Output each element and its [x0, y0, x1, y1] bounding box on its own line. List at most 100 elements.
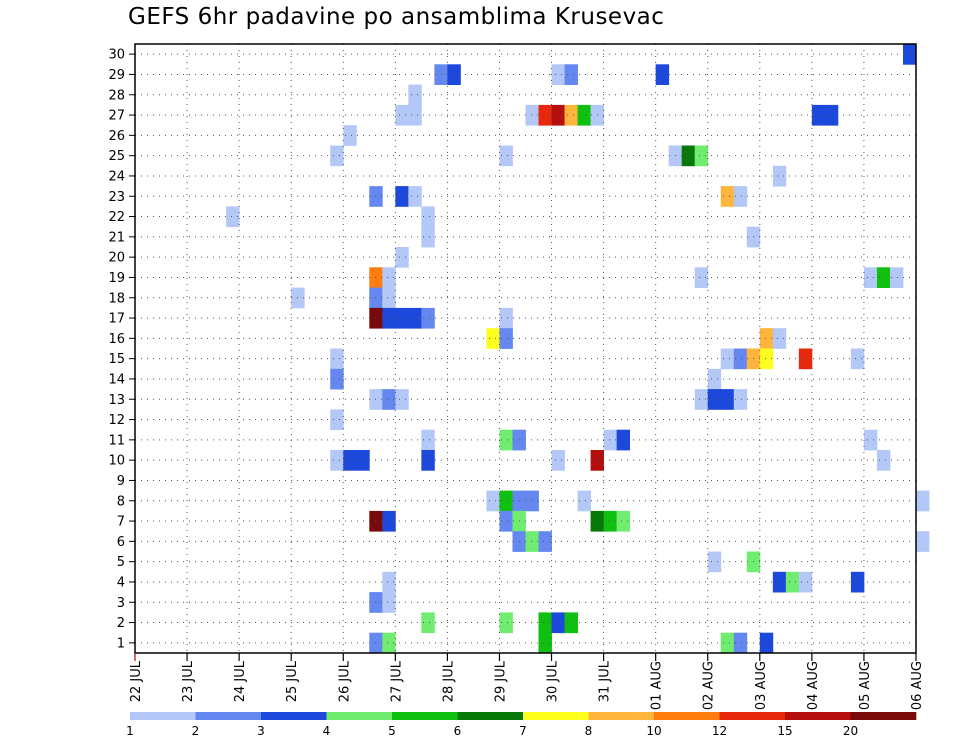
legend-label: 15 [777, 724, 792, 738]
heatmap-cell [369, 186, 383, 207]
y-tick-label: 22 [108, 210, 125, 225]
heatmap-cell [603, 510, 618, 532]
heatmap-cell [876, 450, 891, 471]
heatmap-cell [525, 531, 539, 552]
heatmap-cell [226, 206, 240, 228]
legend-label: 6 [454, 724, 462, 738]
y-tick-label: 6 [117, 535, 125, 550]
heatmap-cell [733, 186, 748, 207]
heatmap-cell [681, 145, 696, 167]
heatmap-cell [707, 368, 722, 390]
heatmap-cell [720, 348, 735, 370]
y-tick-label: 15 [108, 352, 125, 367]
y-tick-label: 12 [108, 413, 125, 428]
heatmap-cell [408, 186, 422, 207]
heatmap-cell [369, 592, 383, 613]
legend-swatch [719, 712, 786, 720]
heatmap-cell [382, 389, 396, 410]
y-tick-label: 14 [108, 372, 125, 387]
y-tick-label: 9 [117, 474, 125, 489]
y-tick-label: 5 [117, 555, 125, 570]
heatmap-cell [564, 104, 578, 126]
legend-swatch [523, 712, 589, 720]
y-tick-label: 27 [108, 109, 125, 124]
legend-swatch [588, 712, 655, 720]
legend-label: 1 [126, 724, 134, 738]
heatmap-cell [720, 632, 735, 654]
legend-label: 4 [323, 724, 331, 738]
heatmap-cell [603, 429, 618, 451]
y-tick-label: 16 [108, 332, 125, 347]
heatmap-cell [889, 267, 904, 288]
heatmap-cell [382, 510, 396, 532]
heatmap-cell [564, 612, 578, 634]
heatmap-cell [694, 267, 709, 288]
heatmap-cell [798, 348, 813, 370]
heatmap-cell [369, 632, 383, 654]
heatmap-cell [798, 571, 813, 593]
heatmap-cell [408, 84, 422, 106]
y-tick-label: 4 [117, 575, 125, 590]
y-tick-label: 8 [117, 494, 125, 509]
heatmap-cell [551, 64, 565, 85]
heatmap-cell [772, 165, 787, 187]
heatmap-cell [382, 267, 396, 288]
x-tick-label: 24 JUL [233, 660, 248, 702]
heatmap-cell [733, 348, 748, 370]
x-tick-label: 03 AUG [754, 661, 769, 710]
heatmap-cell [395, 104, 409, 126]
heatmap-cell [720, 186, 735, 207]
plot-frame [134, 43, 917, 654]
y-tick-label: 23 [108, 190, 125, 205]
heatmap-cell [382, 592, 396, 613]
heatmap-cell [759, 348, 774, 370]
heatmap-cell [369, 510, 383, 532]
heatmap-cell [395, 247, 409, 268]
heatmap-cell [916, 531, 930, 552]
y-tick-label: 1 [117, 636, 125, 651]
heatmap-cell [486, 490, 500, 512]
legend-label: 12 [712, 724, 727, 738]
heatmap-cell [382, 307, 396, 329]
heatmap-cell [785, 571, 800, 593]
heatmap-cell [733, 632, 748, 654]
heatmap-cell [330, 409, 344, 431]
x-tick-label: 27 JUL [389, 660, 404, 702]
heatmap-cell [863, 267, 878, 288]
heatmap-cell [343, 450, 357, 471]
heatmap-cell [369, 287, 383, 309]
heatmap-cell [538, 612, 552, 634]
x-tick-label: 06 AUG [910, 661, 925, 710]
legend-swatch [130, 712, 196, 720]
heatmap-cell [694, 389, 709, 410]
heatmap-cell [564, 64, 578, 85]
legend-swatch [654, 712, 720, 720]
heatmap-cell [369, 389, 383, 410]
heatmap-cell [551, 612, 565, 634]
x-tick-label: 02 AUG [702, 661, 717, 710]
heatmap-cell [330, 368, 344, 390]
heatmap-cell [382, 287, 396, 309]
heatmap-cell [421, 612, 435, 634]
heatmap-cell [382, 571, 396, 593]
x-tick-label: 25 JUL [285, 660, 300, 702]
y-tick-label: 24 [108, 169, 125, 184]
x-tick-label: 26 JUL [337, 660, 352, 702]
legend-label: 10 [646, 724, 661, 738]
legend-label: 7 [519, 724, 527, 738]
heatmap-cell [707, 551, 722, 573]
heatmap-cell [616, 510, 631, 532]
heatmap-cell [577, 104, 591, 126]
legend-label: 20 [843, 724, 858, 738]
legend-swatch [457, 712, 524, 720]
heatmap-cell [356, 450, 370, 471]
heatmap-cell [499, 328, 513, 349]
heatmap-cell [421, 450, 435, 471]
x-tick-label: 05 AUG [858, 661, 873, 710]
y-tick-label: 30 [108, 48, 125, 63]
x-tick-label: 01 AUG [650, 661, 665, 710]
heatmap-cell [733, 389, 748, 410]
y-tick-label: 11 [108, 433, 125, 448]
heatmap-cell [382, 632, 396, 654]
